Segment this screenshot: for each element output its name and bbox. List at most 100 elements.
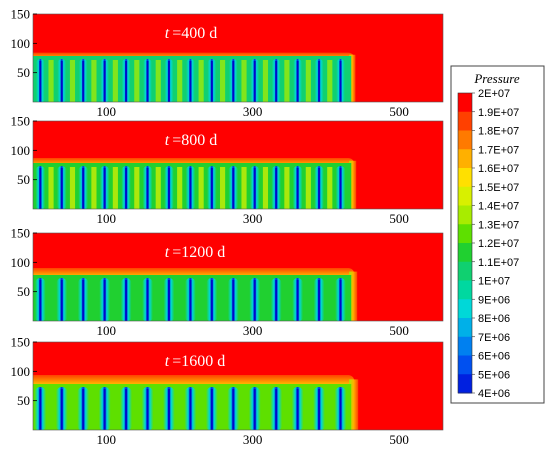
legend-label: 9E+06 bbox=[478, 294, 510, 306]
panel-time-title: t =1600 d bbox=[165, 353, 225, 370]
fracture-core-3 bbox=[82, 280, 85, 321]
fracture-core-14 bbox=[318, 389, 321, 430]
y-tick-label: 50 bbox=[17, 284, 30, 299]
legend-label: 1.4E+07 bbox=[478, 201, 519, 213]
panel-frame bbox=[32, 232, 444, 322]
panel-time-title: t =800 d bbox=[165, 132, 217, 149]
time-symbol: t bbox=[165, 353, 170, 370]
inter-fracture-gap bbox=[262, 167, 269, 209]
time-value: =800 d bbox=[172, 132, 217, 149]
panel-time-title: t =400 d bbox=[165, 25, 217, 42]
x-tick-label: 500 bbox=[389, 323, 409, 338]
inter-fracture-gap bbox=[69, 60, 76, 102]
inter-fracture-gap bbox=[284, 167, 290, 209]
fracture-core-4 bbox=[103, 168, 106, 209]
depletion-edge bbox=[349, 54, 356, 102]
legend-label: 1.2E+07 bbox=[478, 238, 519, 250]
fracture-core-5 bbox=[125, 168, 128, 209]
fracture-core-13 bbox=[296, 389, 299, 430]
fracture-core-7 bbox=[167, 61, 170, 102]
fracture-core-15 bbox=[339, 389, 342, 430]
legend-label: 1.6E+07 bbox=[478, 163, 519, 175]
x-tick-label: 300 bbox=[243, 323, 263, 338]
legend-swatch bbox=[458, 93, 472, 113]
legend-label: 4E+06 bbox=[478, 388, 510, 400]
inter-fracture-gap bbox=[177, 167, 183, 209]
inter-fracture-gap bbox=[327, 60, 333, 102]
fracture-core-6 bbox=[146, 61, 149, 102]
y-tick-label: 150 bbox=[11, 114, 31, 129]
x-tick-label: 100 bbox=[96, 432, 116, 447]
y-tick-label: 150 bbox=[11, 335, 31, 350]
legend-swatch bbox=[458, 130, 472, 150]
fracture-core-9 bbox=[210, 168, 213, 209]
fracture-core-2 bbox=[60, 61, 63, 102]
legend-label: 1.7E+07 bbox=[478, 144, 519, 156]
fracture-core-1 bbox=[39, 168, 42, 209]
x-tick-label: 500 bbox=[389, 211, 409, 226]
fracture-core-4 bbox=[103, 280, 106, 321]
panel-4: 150 100 50 100 300 500 t =1600 d bbox=[11, 335, 444, 447]
fracture-core-1 bbox=[39, 389, 42, 430]
legend-swatch bbox=[458, 111, 472, 131]
fracture-core-12 bbox=[275, 168, 278, 209]
fracture-core-3 bbox=[82, 389, 85, 430]
fracture-core-2 bbox=[60, 168, 63, 209]
fracture-core-5 bbox=[125, 389, 128, 430]
depletion-edge bbox=[349, 379, 359, 430]
y-tick-label: 50 bbox=[17, 65, 30, 80]
inter-fracture-gap bbox=[219, 60, 226, 102]
fracture-core-8 bbox=[189, 61, 192, 102]
fracture-core-4 bbox=[103, 389, 106, 430]
fracture-core-10 bbox=[232, 389, 235, 430]
inter-fracture-gap bbox=[48, 60, 54, 102]
legend-label: 1.5E+07 bbox=[478, 182, 519, 194]
legend-label: 1.1E+07 bbox=[478, 257, 519, 269]
time-value: =1200 d bbox=[172, 244, 225, 261]
fracture-core-5 bbox=[125, 280, 128, 321]
fracture-core-14 bbox=[318, 61, 321, 102]
inter-fracture-gap bbox=[198, 167, 204, 209]
inter-fracture-gap bbox=[327, 167, 333, 209]
y-tick-label: 50 bbox=[17, 172, 30, 187]
y-tick-label: 150 bbox=[11, 7, 31, 22]
inter-fracture-gap bbox=[198, 60, 204, 102]
fracture-core-11 bbox=[253, 389, 256, 430]
time-symbol: t bbox=[165, 132, 170, 149]
time-value: =400 d bbox=[172, 25, 217, 42]
inter-fracture-gap bbox=[69, 167, 76, 209]
inter-fracture-gap bbox=[155, 167, 161, 209]
x-tick-label: 300 bbox=[243, 211, 263, 226]
inter-fracture-gap bbox=[134, 60, 140, 102]
x-tick-label: 100 bbox=[96, 211, 116, 226]
time-value: =1600 d bbox=[172, 353, 225, 370]
legend-swatch bbox=[458, 355, 472, 375]
y-tick-label: 100 bbox=[11, 255, 31, 270]
fracture-core-13 bbox=[296, 168, 299, 209]
fracture-core-6 bbox=[146, 389, 149, 430]
legend-label: 6E+06 bbox=[478, 351, 510, 363]
inter-fracture-gap bbox=[262, 60, 269, 102]
time-symbol: t bbox=[165, 244, 170, 261]
inter-fracture-gap bbox=[241, 167, 247, 209]
fracture-core-13 bbox=[296, 280, 299, 321]
panel-1: 150 100 50 100 300 500 t =400 d bbox=[11, 7, 444, 119]
inter-fracture-gap bbox=[155, 60, 161, 102]
panel-3: 150 100 50 100 300 500 t =1200 d bbox=[11, 226, 444, 338]
depletion-edge bbox=[349, 160, 357, 209]
fracture-core-2 bbox=[60, 389, 63, 430]
fracture-core-4 bbox=[103, 61, 106, 102]
fracture-core-3 bbox=[82, 168, 85, 209]
legend-swatch bbox=[458, 243, 472, 263]
y-tick-label: 100 bbox=[11, 364, 31, 379]
fracture-core-6 bbox=[146, 280, 149, 321]
legend-label: 2E+07 bbox=[478, 88, 510, 100]
depletion-edge bbox=[349, 271, 358, 321]
panel-time-title: t =1200 d bbox=[165, 244, 225, 261]
x-tick-label: 100 bbox=[96, 104, 116, 119]
legend-swatch bbox=[458, 374, 472, 394]
fracture-core-11 bbox=[253, 280, 256, 321]
fracture-core-9 bbox=[210, 280, 213, 321]
